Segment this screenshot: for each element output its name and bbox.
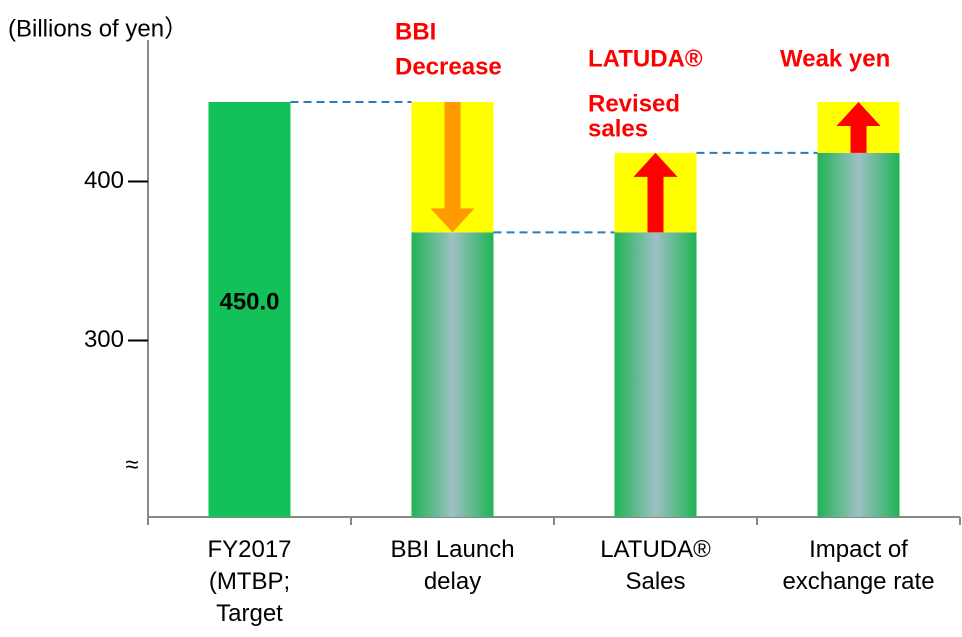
up-arrow <box>836 102 881 153</box>
x-tick-label: FY2017 (MTBP; Target <box>207 536 291 627</box>
annotation: LATUDA® <box>588 45 703 72</box>
axis-break: ≈ <box>125 451 138 478</box>
start-label: 450.0 <box>219 288 279 315</box>
down-arrow <box>430 102 475 233</box>
x-tick-label: LATUDA® Sales <box>600 536 711 595</box>
annotation: Decrease <box>395 53 502 80</box>
base-bar <box>411 232 494 517</box>
y-tick-label: 400 <box>84 167 124 194</box>
annotation: Weak yen <box>780 45 890 72</box>
y-tick-label: 300 <box>84 326 124 353</box>
x-tick-label: Impact of exchange rate <box>782 536 934 595</box>
x-tick-label: BBI Launch delay <box>390 536 514 595</box>
start-bar <box>208 102 291 517</box>
annotation: Revised <box>588 90 680 117</box>
up-arrow <box>633 152 678 233</box>
base-bar <box>614 232 697 517</box>
base-bar <box>817 152 900 517</box>
unit-label: (Billions of yen） <box>8 15 188 42</box>
annotation: BBI <box>395 18 436 45</box>
annotation: sales <box>588 115 648 142</box>
